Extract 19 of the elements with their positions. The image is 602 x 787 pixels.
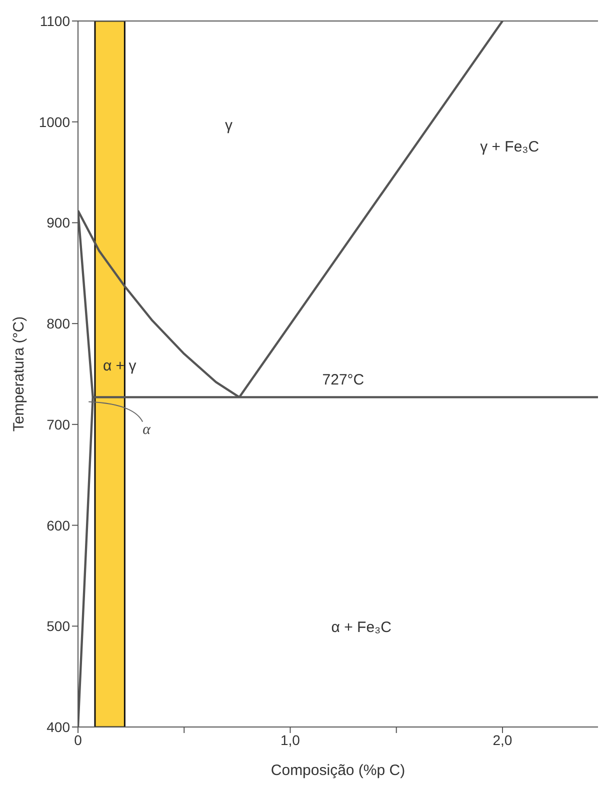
y-tick-label: 1100 — [40, 12, 70, 29]
x-tick-label: 1,0 — [280, 732, 300, 748]
x-axis-title: Composição (%p C) — [270, 762, 406, 779]
y-tick-label: 600 — [46, 517, 70, 534]
annotation: 727°C — [322, 372, 364, 389]
annotation: γ + Fe₃C — [480, 138, 540, 156]
y-tick-label: 700 — [46, 416, 70, 432]
annotation: α + γ — [102, 357, 137, 374]
y-tick-label: 800 — [46, 316, 70, 332]
y-tick-label: 1000 — [38, 114, 70, 130]
x-tick-label: 0 — [74, 732, 82, 748]
annotation: γ — [225, 117, 234, 134]
y-axis-title: Temperatura (°C) — [10, 316, 28, 432]
annotation: α — [142, 422, 152, 438]
y-tick-label: 900 — [46, 214, 70, 231]
y-tick-label: 500 — [46, 618, 70, 634]
y-tick-label: 400 — [46, 718, 70, 735]
x-tick-label: 2,0 — [492, 732, 512, 748]
annotation: α + Fe₃C — [331, 618, 392, 636]
